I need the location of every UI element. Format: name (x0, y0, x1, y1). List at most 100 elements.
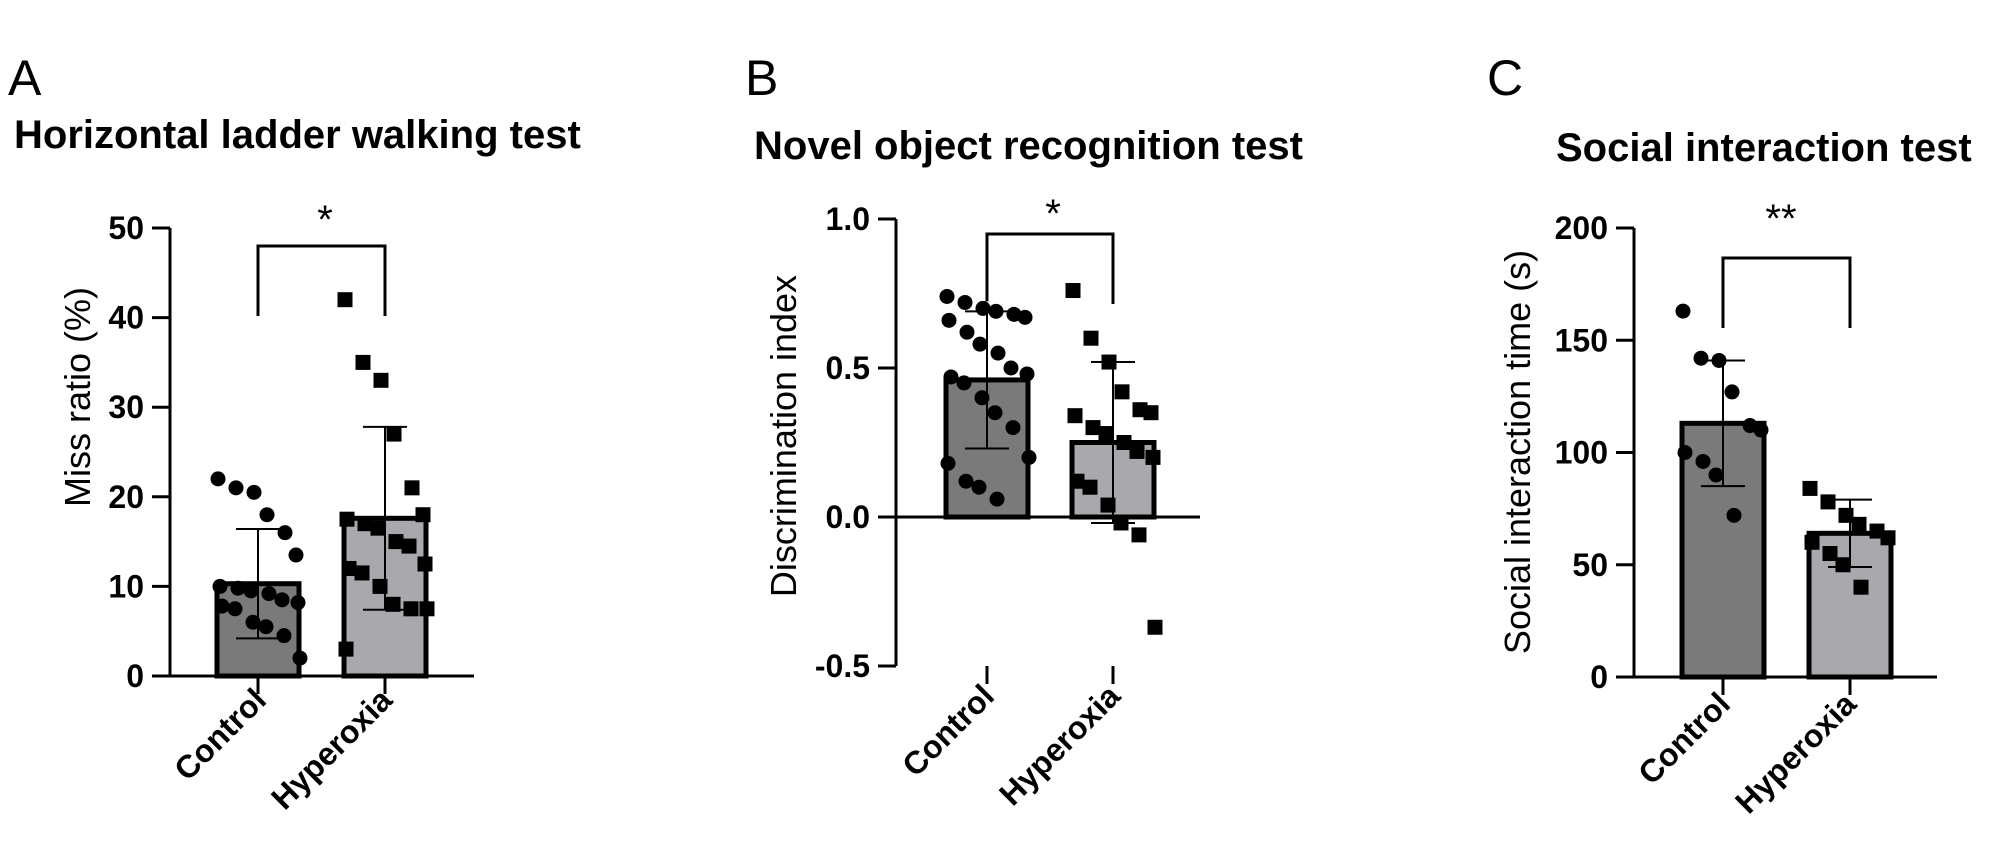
data-point (1065, 283, 1081, 299)
data-point (388, 534, 404, 550)
data-point (1820, 494, 1836, 510)
y-tick-label: 0.5 (826, 350, 870, 386)
data-point (373, 372, 389, 388)
y-tick-label: 0 (1590, 659, 1608, 695)
data-point (972, 336, 988, 352)
panel-a: A Horizontal ladder walking test 0 10 20 30… (8, 50, 581, 816)
data-point (403, 601, 419, 617)
data-point (1147, 619, 1163, 635)
y-tick-label: -0.5 (815, 648, 870, 684)
data-point (1003, 360, 1019, 376)
data-point (1143, 405, 1159, 421)
data-point (990, 345, 1006, 361)
data-point (957, 294, 973, 310)
data-point (1835, 557, 1851, 573)
data-point (417, 556, 433, 572)
data-point (277, 525, 293, 541)
data-point (339, 511, 355, 527)
data-point (940, 455, 956, 471)
category-label-control: Control (1631, 685, 1737, 791)
y-axis-label: Discrimination index (763, 275, 804, 597)
data-point (1085, 420, 1101, 436)
data-point (941, 312, 957, 328)
significance-marker: ** (1765, 197, 1796, 241)
data-point (276, 628, 292, 644)
y-tick-label: 10 (108, 568, 144, 604)
data-point (1019, 366, 1035, 382)
data-point (290, 595, 306, 611)
significance-bracket (256, 244, 387, 316)
data-point (1753, 422, 1769, 438)
significance-bracket (1721, 256, 1852, 328)
data-point (989, 491, 1005, 507)
y-tick-label: 0.0 (826, 499, 870, 535)
data-point (974, 390, 990, 406)
data-point (943, 369, 959, 385)
y-tick-label: 150 (1555, 322, 1608, 358)
y-tick-label: 50 (1572, 547, 1608, 583)
data-point (1804, 534, 1820, 550)
data-point (419, 601, 435, 617)
y-tick-label: 30 (108, 389, 144, 425)
panel-title: Novel object recognition test (754, 124, 1303, 168)
category-label-hyperoxia: Hyperoxia (264, 681, 399, 816)
panel-c: C Social interaction test 0 50 100 150 200 S… (1487, 50, 1972, 820)
significance-bracket (985, 232, 1115, 304)
panel-letter: B (745, 50, 778, 106)
y-tick-label: 20 (108, 479, 144, 515)
data-point (338, 641, 354, 657)
y-tick-label: 200 (1555, 210, 1608, 246)
data-point (214, 598, 230, 614)
data-point (959, 324, 975, 340)
category-label-hyperoxia: Hyperoxia (1728, 685, 1863, 820)
category-label-hyperoxia: Hyperoxia (992, 677, 1127, 812)
data-point (1822, 546, 1838, 562)
data-point (1100, 497, 1116, 513)
panel-letter: A (8, 50, 42, 106)
data-point (385, 596, 401, 612)
data-point (230, 580, 246, 596)
data-point (228, 480, 244, 496)
data-point (1851, 516, 1867, 532)
data-point (958, 473, 974, 489)
data-point (258, 619, 274, 635)
significance-marker: * (1045, 192, 1061, 236)
category-label-control: Control (167, 681, 273, 787)
data-point (1724, 384, 1740, 400)
data-point (971, 479, 987, 495)
data-point (1069, 473, 1085, 489)
data-point (288, 547, 304, 563)
data-point (939, 288, 955, 304)
y-axis-label: Social interaction time (s) (1497, 250, 1538, 654)
data-point (227, 601, 243, 617)
data-point (956, 375, 972, 391)
data-point (1067, 408, 1083, 424)
data-point (1017, 309, 1033, 325)
data-point (975, 300, 991, 316)
data-point (1098, 426, 1114, 442)
significance-marker: * (317, 198, 333, 242)
data-point (386, 426, 402, 442)
data-point (259, 507, 275, 523)
data-point (243, 583, 259, 599)
y-tick-label: 0 (126, 658, 144, 694)
data-point (1114, 384, 1130, 400)
data-point (1021, 449, 1037, 465)
data-point (341, 560, 357, 576)
data-point (1082, 479, 1098, 495)
data-point (401, 538, 417, 554)
data-point (372, 578, 388, 594)
panel-b: B Novel object recognition test -0.5 0.0 0… (745, 50, 1303, 812)
data-point (1838, 507, 1854, 523)
data-point (1802, 480, 1818, 496)
data-point (274, 592, 290, 608)
panel-title: Horizontal ladder walking test (14, 113, 581, 157)
data-point (1129, 443, 1145, 459)
data-point (1726, 507, 1742, 523)
data-point (355, 354, 371, 370)
panel-title: Social interaction test (1556, 126, 1972, 170)
plot-area: -0.5 0.0 0.5 1.0 (815, 201, 1200, 684)
data-point (246, 484, 262, 500)
data-point (292, 650, 308, 666)
